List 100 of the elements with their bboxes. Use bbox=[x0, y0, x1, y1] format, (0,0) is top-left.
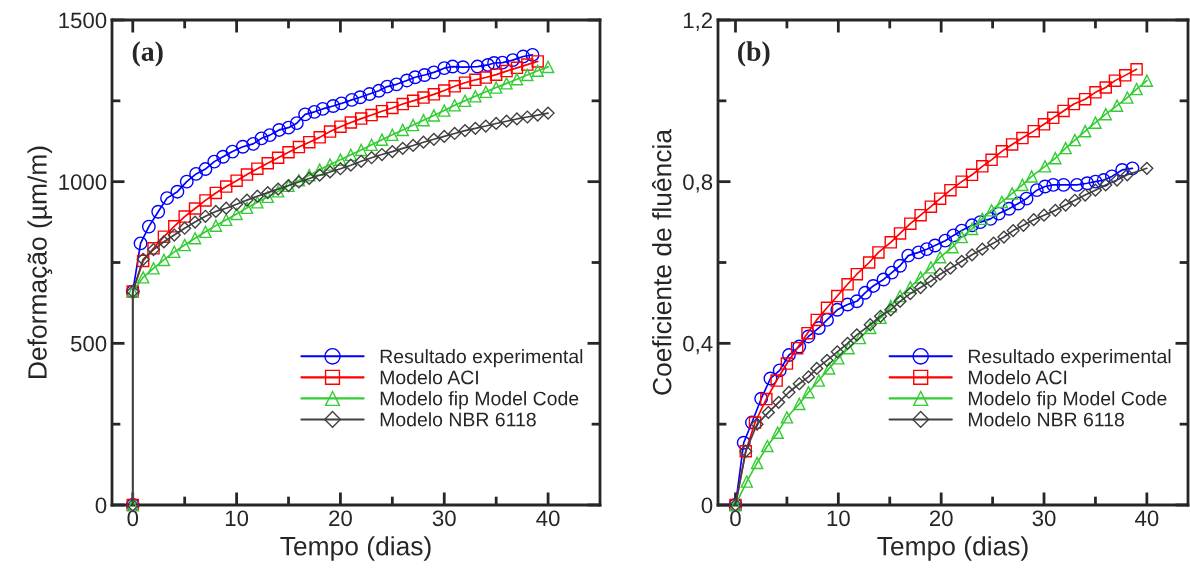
point bbox=[427, 88, 441, 101]
point bbox=[876, 272, 891, 287]
point bbox=[928, 238, 942, 253]
point bbox=[157, 230, 171, 243]
point bbox=[1016, 131, 1029, 145]
point bbox=[1115, 163, 1130, 177]
point bbox=[944, 183, 957, 197]
point bbox=[801, 370, 816, 384]
point bbox=[531, 55, 544, 68]
point bbox=[375, 147, 389, 162]
point bbox=[1069, 177, 1084, 192]
point bbox=[188, 215, 202, 229]
point bbox=[924, 200, 938, 213]
point bbox=[872, 246, 885, 259]
point bbox=[866, 278, 881, 293]
point bbox=[510, 72, 524, 86]
point bbox=[364, 151, 379, 165]
point bbox=[178, 210, 191, 223]
y-tick-label: 0 bbox=[701, 497, 713, 514]
point bbox=[389, 77, 404, 92]
point bbox=[209, 204, 223, 219]
point bbox=[313, 168, 327, 182]
y-tick-label: 1000 bbox=[59, 174, 107, 190]
y-tick-label: 1500 bbox=[59, 12, 107, 29]
point bbox=[1089, 86, 1102, 99]
point bbox=[792, 397, 806, 411]
point bbox=[987, 236, 1001, 250]
point bbox=[760, 392, 773, 406]
point bbox=[904, 217, 917, 230]
point bbox=[344, 92, 359, 107]
y-tick-label: 500 bbox=[70, 335, 107, 352]
point bbox=[995, 195, 1009, 209]
point bbox=[850, 267, 864, 281]
y-tick-label: 0,4 bbox=[683, 335, 713, 355]
point bbox=[840, 336, 855, 350]
point bbox=[1047, 111, 1060, 125]
point bbox=[884, 303, 898, 317]
legend-label: Modelo NBR 6118 bbox=[968, 412, 1124, 427]
point bbox=[975, 242, 989, 256]
point bbox=[985, 204, 998, 217]
legend-label: Modelo NBR 6118 bbox=[380, 412, 536, 427]
point bbox=[230, 197, 244, 211]
point bbox=[408, 70, 423, 85]
point bbox=[219, 180, 233, 193]
legend-label: Modelo fip Model Code bbox=[968, 391, 1167, 410]
x-tick-label: 30 bbox=[432, 510, 456, 527]
point bbox=[216, 149, 231, 164]
point bbox=[1110, 173, 1124, 187]
point bbox=[1006, 223, 1020, 238]
point bbox=[736, 435, 751, 450]
point bbox=[225, 144, 240, 159]
point bbox=[919, 242, 934, 257]
point bbox=[771, 426, 784, 439]
point bbox=[858, 285, 873, 300]
point bbox=[862, 256, 876, 269]
point bbox=[375, 104, 389, 118]
point bbox=[500, 64, 513, 78]
point bbox=[1068, 193, 1082, 207]
point bbox=[375, 133, 389, 146]
point bbox=[812, 374, 826, 387]
point bbox=[271, 151, 285, 164]
point bbox=[810, 361, 824, 375]
point bbox=[1119, 69, 1132, 82]
point bbox=[362, 87, 377, 101]
point bbox=[831, 289, 844, 303]
point bbox=[323, 158, 337, 171]
point bbox=[792, 377, 806, 391]
point bbox=[991, 206, 1006, 221]
point bbox=[1056, 177, 1071, 192]
point bbox=[893, 227, 907, 240]
point bbox=[198, 162, 213, 177]
x-tick-label: 0 bbox=[127, 510, 139, 527]
point bbox=[406, 138, 420, 153]
point bbox=[254, 131, 269, 146]
point bbox=[933, 192, 947, 205]
point bbox=[209, 219, 223, 232]
point bbox=[772, 395, 786, 409]
point bbox=[772, 363, 787, 378]
point bbox=[840, 297, 855, 312]
point bbox=[354, 143, 368, 157]
point bbox=[160, 191, 174, 206]
point bbox=[261, 190, 274, 204]
x-axis-title: Tempo (dias) bbox=[877, 536, 1028, 561]
point bbox=[521, 58, 534, 71]
point bbox=[820, 312, 834, 327]
point bbox=[302, 171, 316, 186]
point bbox=[251, 196, 264, 209]
point bbox=[427, 109, 441, 122]
point bbox=[531, 64, 544, 78]
point bbox=[903, 287, 917, 301]
point bbox=[448, 80, 461, 93]
point bbox=[303, 135, 316, 149]
point bbox=[830, 345, 844, 359]
x-tick-label: 40 bbox=[536, 510, 560, 527]
point bbox=[531, 108, 545, 122]
point bbox=[1049, 151, 1062, 165]
point bbox=[1027, 124, 1040, 138]
point bbox=[133, 236, 148, 251]
point bbox=[417, 91, 430, 104]
point bbox=[344, 116, 358, 129]
